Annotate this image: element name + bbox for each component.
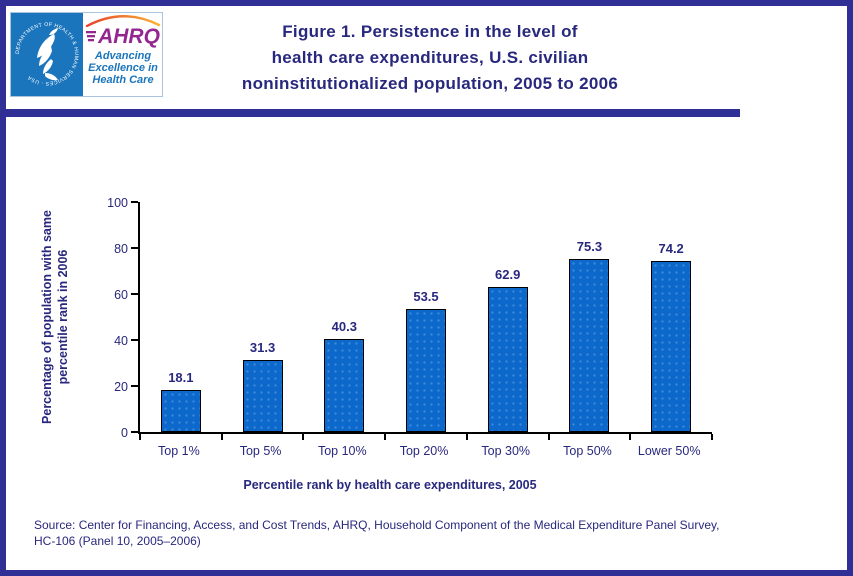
ahrq-tagline: Advancing Excellence in Health Care	[88, 50, 158, 86]
y-tick	[131, 385, 138, 387]
x-category-labels: Top 1% Top 5% Top 10% Top 20% Top 30% Top 50%…	[138, 444, 710, 458]
x-tick	[139, 434, 141, 440]
bar-value-label: 75.3	[576, 238, 603, 254]
header-divider	[6, 109, 740, 117]
ahrq-speedlines-icon	[86, 31, 97, 42]
source-line: Source: Center for Financing, Access, an…	[34, 518, 720, 532]
tagline-line: Excellence in	[88, 62, 158, 74]
category-label: Top 20%	[399, 444, 449, 458]
bar	[406, 308, 446, 432]
y-tick-label: 20	[114, 380, 128, 394]
y-tick-label: 0	[121, 426, 128, 440]
plot-area: 0 20 40 60 80 100 18.1 31.3 40.3 53.5 62.9 75.3 74.2	[107, 196, 713, 440]
bar-value-label: 31.3	[249, 340, 276, 356]
x-tick	[629, 434, 632, 440]
hhs-seal: DEPARTMENT OF HEALTH & HUMAN SERVICES · …	[11, 13, 83, 96]
y-axis-title: Percentage of population with same perce…	[39, 210, 71, 424]
tagline-line: Advancing	[94, 50, 152, 62]
x-tick	[547, 434, 550, 440]
category-label: Top 1%	[158, 444, 200, 458]
category-label: Top 5%	[239, 444, 282, 458]
figure-title-line: health care expenditures, U.S. civilian	[271, 48, 589, 67]
bar	[242, 360, 283, 432]
x-tick	[465, 434, 468, 440]
hhs-seal-icon: DEPARTMENT OF HEALTH & HUMAN SERVICES · …	[11, 13, 83, 96]
ahrq-hhs-logo: DEPARTMENT OF HEALTH & HUMAN SERVICES · …	[10, 12, 163, 97]
y-tick	[131, 293, 138, 295]
x-tick	[302, 434, 305, 440]
category-label: Top 50%	[563, 444, 612, 458]
y-tick-label: 80	[114, 242, 128, 256]
bar	[160, 390, 201, 432]
bar-value-label: 18.1	[168, 370, 194, 386]
ahrq-wordmark: AHRQ	[86, 26, 160, 47]
y-axis-title-line: percentile rank in 2006	[56, 249, 70, 385]
x-tick	[711, 434, 713, 440]
x-tick	[220, 434, 223, 440]
category-label: Lower 50%	[637, 444, 701, 458]
x-tick	[384, 434, 387, 440]
figure-title-line: noninstitutionalized population, 2005 to…	[241, 74, 619, 93]
source-note: Source: Center for Financing, Access, an…	[34, 518, 719, 549]
x-axis-title: Percentile rank by health care expenditu…	[243, 478, 537, 492]
category-label: Top 30%	[481, 444, 531, 458]
figure-title-line: Figure 1. Persistence in the level of	[282, 22, 578, 41]
y-tick-label: 40	[114, 334, 128, 348]
source-line: HC-106 (Panel 10, 2005–2006)	[34, 533, 201, 548]
bar-value-label: 62.9	[495, 267, 521, 283]
y-axis-title-line: Percentage of population with same	[40, 210, 54, 424]
y-tick	[131, 201, 138, 203]
bar	[651, 261, 692, 432]
hhs-eagle-icon	[37, 28, 58, 81]
y-tick-label: 60	[114, 288, 128, 302]
bar	[569, 258, 610, 432]
bar	[324, 339, 365, 432]
tagline-line: Health Care	[92, 74, 154, 86]
y-tick	[131, 431, 138, 433]
figure-title: Figure 1. Persistence in the level of he…	[180, 19, 680, 97]
category-label: Top 10%	[317, 444, 367, 458]
bar-value-label: 53.5	[413, 288, 439, 304]
y-tick	[131, 247, 138, 249]
bar-value-label: 40.3	[331, 319, 357, 335]
ahrq-acronym: AHRQ	[98, 25, 160, 48]
y-tick	[131, 339, 138, 341]
bar-value-label: 74.2	[658, 241, 684, 257]
bar	[487, 287, 528, 432]
y-tick-label: 100	[107, 196, 128, 210]
ahrq-logo-panel: AHRQ Advancing Excellence in Health Care	[83, 13, 163, 96]
ahrq-swoosh-icon	[85, 15, 161, 28]
